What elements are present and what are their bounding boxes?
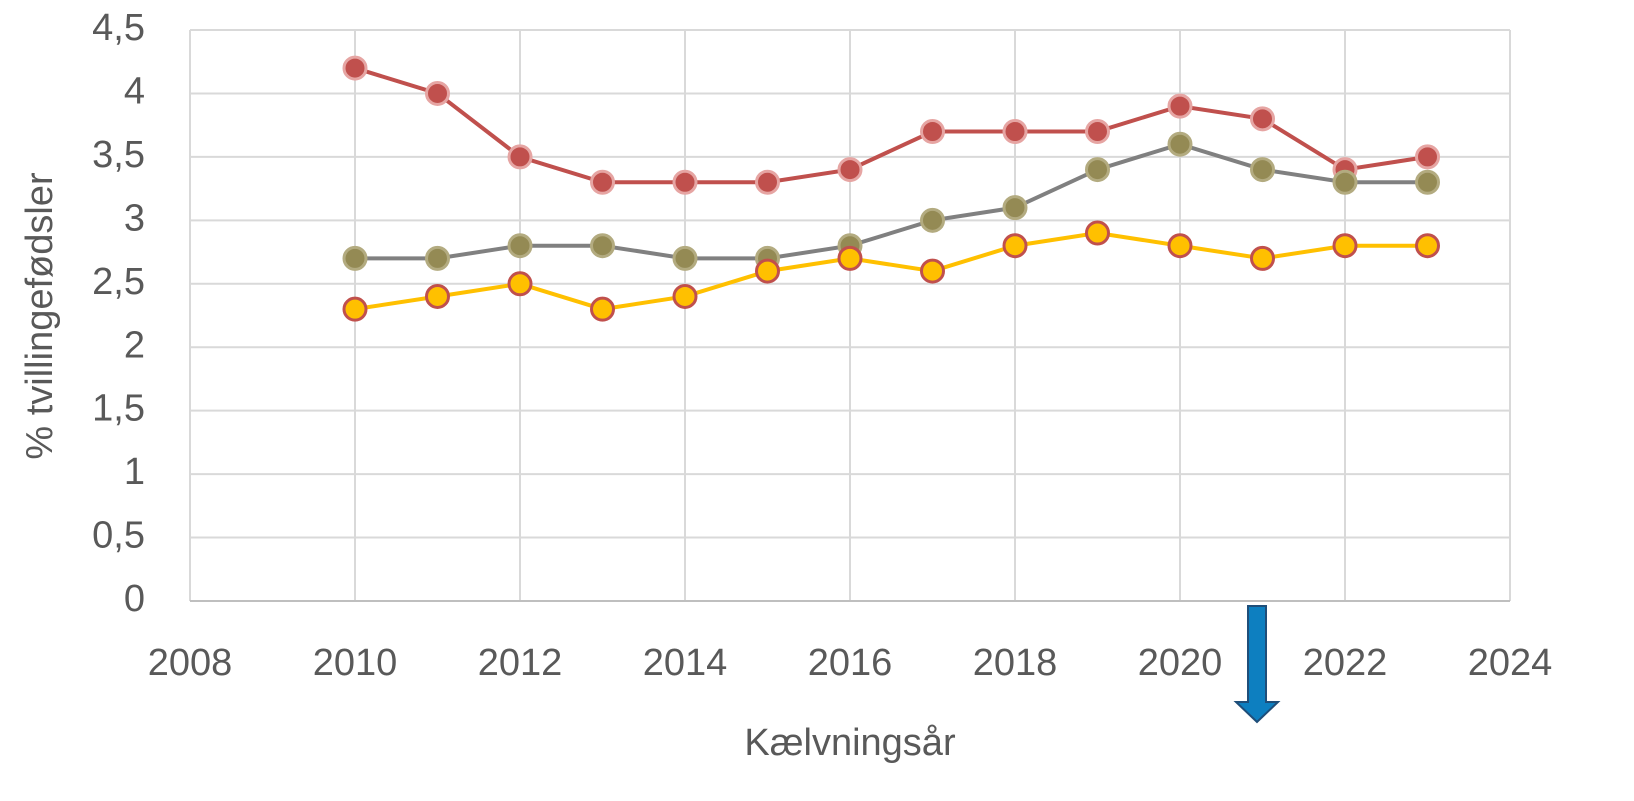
marker: [1250, 245, 1275, 271]
series-line: [354, 230, 1428, 312]
marker: [1002, 119, 1028, 145]
y-tick-label: 1,5: [92, 388, 145, 430]
y-tick-label: 1: [124, 451, 145, 493]
marker: [590, 169, 615, 195]
marker: [1415, 169, 1440, 195]
x-tick-label: 2012: [478, 642, 563, 684]
x-tick-label: 2022: [1303, 642, 1388, 684]
marker: [1002, 233, 1028, 259]
marker: [920, 207, 945, 233]
marker: [1167, 93, 1193, 119]
marker: [507, 271, 533, 297]
x-tick-label: 2008: [148, 642, 233, 684]
x-axis-label: Kælvningsår: [744, 722, 956, 764]
marker: [1415, 233, 1440, 259]
y-tick-label: 3: [124, 197, 145, 239]
marker: [590, 233, 615, 259]
y-tick-label: 4,5: [92, 7, 145, 49]
x-tick-label: 2014: [643, 642, 728, 684]
x-tick-label: 2018: [973, 642, 1058, 684]
marker: [1085, 157, 1110, 183]
marker: [1167, 233, 1193, 259]
marker: [1167, 131, 1193, 157]
y-tick-label: 4: [124, 70, 145, 112]
marker: [672, 169, 698, 195]
marker: [755, 169, 780, 195]
x-tick-label: 2024: [1468, 642, 1553, 684]
marker: [342, 55, 368, 81]
marker: [672, 245, 698, 271]
marker: [672, 283, 698, 309]
marker: [507, 144, 533, 170]
marker: [837, 245, 863, 271]
arrow: [1233, 605, 1281, 724]
marker: [1085, 119, 1110, 145]
marker: [1415, 144, 1440, 170]
marker: [920, 258, 945, 284]
x-tick-label: 2010: [313, 642, 398, 684]
marker: [425, 283, 450, 309]
y-tick-label: 0,5: [92, 515, 145, 557]
marker: [1085, 220, 1110, 246]
y-tick-label: 3,5: [92, 134, 145, 176]
marker: [1002, 195, 1028, 221]
marker: [507, 233, 533, 259]
marker: [837, 157, 863, 183]
marker: [1332, 233, 1358, 259]
marker: [425, 80, 450, 106]
y-tick-label: 2,5: [92, 261, 145, 303]
marker: [1250, 157, 1275, 183]
y-axis-label: % tvillingefødsler: [19, 172, 61, 460]
marker: [1250, 106, 1275, 132]
marker: [342, 296, 368, 322]
marker: [920, 119, 945, 145]
marker: [342, 245, 368, 271]
x-tick-label: 2020: [1138, 642, 1223, 684]
x-tick-label: 2016: [808, 642, 893, 684]
marker: [755, 258, 780, 284]
marker: [1332, 169, 1358, 195]
y-tick-label: 2: [124, 324, 145, 366]
y-tick-label: 0: [124, 578, 145, 620]
marker: [425, 245, 450, 271]
series-line: [354, 66, 1428, 185]
marker: [590, 296, 615, 322]
series-line: [355, 142, 1428, 261]
